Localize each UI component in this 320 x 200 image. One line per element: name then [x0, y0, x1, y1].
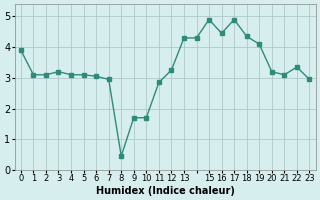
X-axis label: Humidex (Indice chaleur): Humidex (Indice chaleur) — [96, 186, 235, 196]
